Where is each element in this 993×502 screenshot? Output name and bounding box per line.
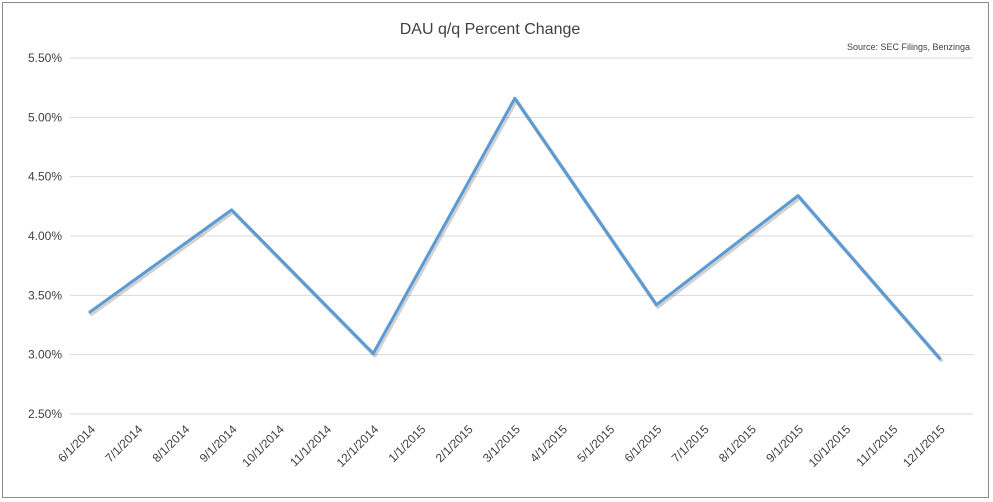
y-tick-label: 3.50%	[28, 288, 62, 302]
x-axis-tick-labels: 6/1/2014 7/1/2014 8/1/2014 9/1/2014 10/1/201…	[55, 422, 948, 470]
x-tick-label: 4/1/2015	[527, 422, 570, 465]
x-tick-label: 1/1/2015	[386, 422, 429, 465]
x-tick-label: 11/1/2014	[287, 422, 334, 469]
x-tick-label: 7/1/2014	[102, 422, 145, 465]
x-tick-label: 10/1/2015	[806, 422, 854, 470]
data-point	[371, 352, 375, 355]
data-point	[230, 208, 234, 212]
x-tick-label: 6/1/2015	[622, 422, 665, 465]
x-tick-label: 12/1/2014	[334, 422, 382, 470]
x-tick-label: 7/1/2015	[669, 422, 712, 465]
chart-source-note: Source: SEC Filings, Benzinga	[847, 42, 970, 52]
x-tick-label: 6/1/2014	[55, 422, 98, 465]
x-tick-label: 8/1/2014	[150, 422, 193, 465]
data-point	[938, 356, 941, 360]
data-point	[796, 194, 800, 198]
series-line	[88, 96, 942, 360]
gridlines	[70, 57, 973, 415]
x-tick-label: 5/1/2015	[574, 422, 617, 465]
data-point	[513, 96, 517, 100]
series-layer	[88, 96, 944, 363]
y-tick-label: 4.50%	[28, 170, 62, 184]
x-tick-label: 10/1/2014	[239, 422, 287, 470]
x-tick-label: 9/1/2014	[197, 422, 240, 465]
data-point	[88, 310, 92, 314]
x-tick-label: 11/1/2015	[853, 422, 900, 469]
y-tick-label: 2.50%	[28, 407, 62, 421]
x-tick-label: 2/1/2015	[433, 422, 476, 465]
y-tick-label: 5.50%	[28, 51, 62, 65]
data-point	[655, 303, 658, 307]
y-tick-label: 5.00%	[28, 110, 62, 124]
chart-title: DAU q/q Percent Change	[400, 21, 581, 38]
y-tick-label: 4.00%	[28, 229, 62, 243]
x-tick-label: 3/1/2015	[480, 422, 523, 465]
x-tick-label: 12/1/2015	[900, 422, 948, 470]
series-line-shadow	[89, 98, 944, 363]
x-tick-label: 9/1/2015	[763, 422, 806, 465]
x-tick-label: 8/1/2015	[716, 422, 759, 465]
y-axis-tick-labels: 2.50% 3.00% 3.50% 4.00% 4.50% 5.00% 5.50%	[28, 51, 62, 421]
y-tick-label: 3.00%	[28, 348, 62, 362]
